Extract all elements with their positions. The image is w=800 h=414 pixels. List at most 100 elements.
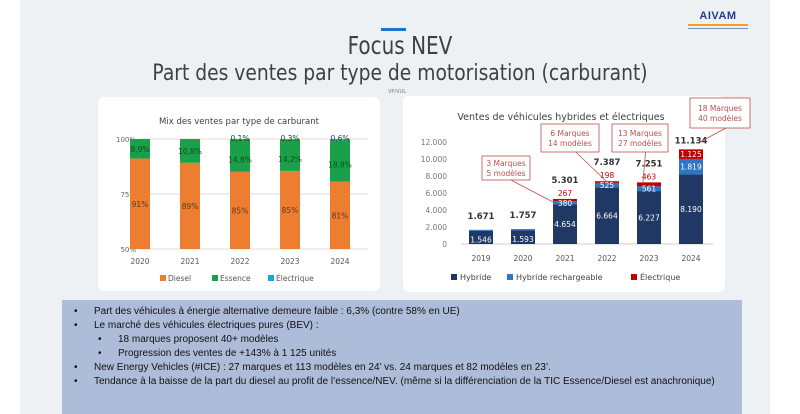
legend-swatch [507,274,513,280]
callout-line [699,127,727,143]
total-label: 7.387 [594,158,621,168]
title-accent [381,28,406,31]
total-label: 1.757 [510,211,537,221]
legend-label: Électrique [640,271,680,282]
electrique-bar [280,139,300,140]
legend-swatch [631,274,637,280]
vehicle-type-note: VP/VUL [388,89,406,95]
hybride-rechargeable-bar [679,158,703,175]
electrique-bar [553,198,577,202]
legend-swatch [160,275,166,281]
diesel-label: 85% [282,206,299,215]
hybride-bar [595,187,619,244]
essence-bar [280,139,300,171]
hybride-label: 6.664 [596,212,618,221]
callout-line [510,179,554,203]
essence-bar [130,139,150,159]
legend-label: Essence [220,274,251,283]
x-tick-label: 2020 [513,254,532,263]
callout-line [642,151,646,183]
total-label: 5.301 [552,176,579,186]
hybride-rechargeable-label: 125 [476,223,486,229]
total-label: 11.134 [675,136,708,146]
x-tick-label: 2021 [180,257,199,266]
x-tick-label: 2022 [597,254,616,263]
diesel-bar [280,170,300,249]
diesel-bar [230,171,250,249]
hybride-rechargeable-bar [595,182,619,188]
hybride-rechargeable-label: 164 [518,223,528,229]
diesel-label: 85% [232,206,249,215]
y-tick-label: 6.000 [426,189,448,198]
fuel-mix-chart-panel: Mix des ventes par type de carburant 50% 7… [98,97,380,291]
hybride-rechargeable-label: 1.819 [680,163,702,172]
x-tick-label: 2024 [681,254,700,263]
callout-line [575,151,608,183]
legend-label: Hybride rechargeable [516,273,603,282]
chart-title: Ventes de véhicules hybrides et électriq… [457,112,664,123]
callout-models: 14 modèles [548,139,592,148]
callout-models: 40 modèles [698,114,742,123]
total-label: 7.251 [636,159,663,169]
electrique-label: 1.125 [680,150,702,159]
bullet-item: Part des véhicules à énergie alternative… [74,305,734,319]
y-tick-label: 8.000 [426,172,448,181]
callout-box [611,123,669,153]
x-tick-label: 2023 [280,257,299,266]
fuel-mix-chart: Mix des ventes par type de carburant 50% 7… [116,117,368,283]
hybride-bar [469,230,493,244]
y-tick-label: 12.000 [421,138,447,147]
electrique-label: 0,1% [230,134,249,143]
hybride-bar [679,174,703,244]
y-tick-label: 10.000 [421,155,447,164]
x-tick-label: 2021 [555,254,574,263]
hybrid-ev-chart: Ventes de véhicules hybrides et électriq… [421,97,751,282]
bullet-item: New Energy Vehicles (#ICE) : 27 marques … [74,361,734,375]
callout-box [540,123,600,153]
electrique-bar [230,139,250,140]
page-subtitle: Part des ventes par type de motorisation… [152,61,648,86]
hybride-rechargeable-label: 380 [558,199,573,208]
diesel-bar [330,181,350,249]
y-tick-label: 100% [116,136,136,144]
y-tick-label: 75% [120,191,136,199]
essence-bar [180,139,200,163]
essence-label: 8,9% [130,145,149,154]
total-label: 1.671 [468,212,495,222]
essence-label: 14,2% [278,155,302,164]
bullet-item: 18 marques proposent 40+ modèles [74,333,734,347]
chart-title: Mix des ventes par type de carburant [159,117,320,127]
callout-models: 5 modèles [486,169,525,178]
hybride-label: 1.546 [470,235,492,244]
callout-box [689,97,751,129]
diesel-label: 89% [182,202,199,211]
y-tick-label: 4.000 [426,206,448,215]
hybride-rechargeable-bar [511,229,535,231]
hybride-rechargeable-bar [637,186,661,192]
diesel-label: 81% [332,211,349,220]
essence-label: 10,8% [178,147,202,156]
electrique-label: 0,3% [280,134,299,143]
callout-brands: 18 Marques [698,104,742,113]
callout-box [481,155,531,181]
hybride-label: 6.227 [638,214,660,223]
electrique-bar [330,139,350,141]
hybrid-ev-chart-panel: Ventes de véhicules hybrides et électriq… [403,96,751,292]
hybride-bar [637,191,661,244]
aivam-logo: AIVAM [688,10,748,29]
legend-swatch [451,274,457,280]
page-title: Focus NEV [347,31,453,60]
hybride-rechargeable-bar [469,229,493,231]
y-tick-label: 50% [120,246,136,254]
hybride-label: 1.593 [512,235,534,244]
essence-label: 14,8% [228,155,252,164]
electrique-bar [595,181,619,183]
x-tick-label: 2019 [471,254,490,263]
electrique-label: 198 [600,171,615,180]
x-tick-label: 2023 [639,254,658,263]
electrique-bar [679,149,703,159]
electrique-label: 463 [642,172,657,181]
key-points: Part des véhicules à énergie alternative… [62,300,742,414]
diesel-bar [130,158,150,249]
electrique-bar [637,182,661,187]
